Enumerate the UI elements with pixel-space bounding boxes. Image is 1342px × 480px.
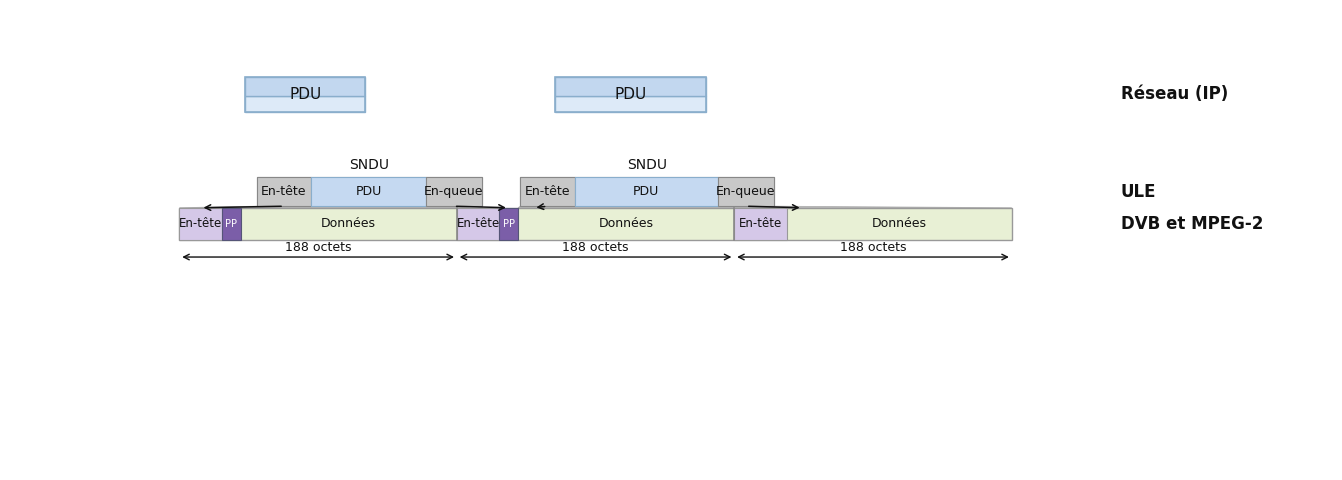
Text: En-tête: En-tête — [525, 185, 570, 198]
Text: En-tête: En-tête — [178, 217, 223, 230]
Text: En-queue: En-queue — [424, 185, 483, 198]
Text: PDU: PDU — [615, 87, 647, 102]
Text: SNDU: SNDU — [627, 158, 667, 172]
FancyBboxPatch shape — [180, 208, 1012, 240]
FancyBboxPatch shape — [256, 177, 482, 206]
FancyBboxPatch shape — [556, 77, 706, 96]
FancyBboxPatch shape — [574, 177, 718, 206]
Text: PDU: PDU — [633, 185, 659, 198]
Text: PDU: PDU — [356, 185, 381, 198]
Text: En-tête: En-tête — [262, 185, 307, 198]
Text: En-tête: En-tête — [739, 217, 782, 230]
Text: 188 octets: 188 octets — [285, 241, 352, 254]
Text: PP: PP — [225, 219, 238, 229]
FancyBboxPatch shape — [246, 77, 365, 96]
Text: PP: PP — [503, 219, 515, 229]
FancyBboxPatch shape — [521, 177, 574, 206]
Text: En-tête: En-tête — [456, 217, 499, 230]
FancyBboxPatch shape — [425, 177, 482, 206]
FancyBboxPatch shape — [718, 177, 774, 206]
Text: SNDU: SNDU — [349, 158, 389, 172]
FancyBboxPatch shape — [180, 208, 221, 240]
Text: Données: Données — [872, 217, 927, 230]
FancyBboxPatch shape — [521, 177, 774, 206]
Text: Données: Données — [599, 217, 654, 230]
FancyBboxPatch shape — [311, 177, 425, 206]
Text: PDU: PDU — [289, 87, 322, 102]
FancyBboxPatch shape — [556, 96, 706, 111]
Text: ULE: ULE — [1121, 182, 1157, 201]
Text: 188 octets: 188 octets — [562, 241, 629, 254]
Text: En-queue: En-queue — [717, 185, 776, 198]
Polygon shape — [518, 206, 1012, 208]
Text: Données: Données — [321, 217, 376, 230]
FancyBboxPatch shape — [256, 177, 311, 206]
FancyBboxPatch shape — [499, 208, 518, 240]
Text: DVB et MPEG-2: DVB et MPEG-2 — [1121, 215, 1263, 233]
Text: Réseau (IP): Réseau (IP) — [1121, 85, 1228, 103]
Text: 188 octets: 188 octets — [840, 241, 906, 254]
FancyBboxPatch shape — [734, 208, 786, 240]
Polygon shape — [180, 206, 482, 208]
FancyBboxPatch shape — [456, 208, 499, 240]
FancyBboxPatch shape — [221, 208, 240, 240]
FancyBboxPatch shape — [246, 96, 365, 111]
